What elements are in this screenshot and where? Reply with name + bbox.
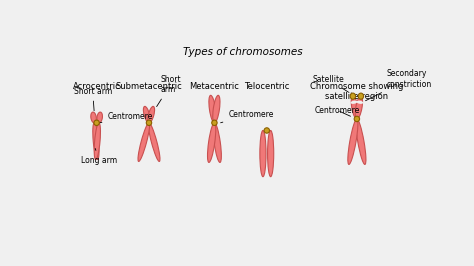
- Ellipse shape: [97, 112, 102, 123]
- Text: Submetacentric: Submetacentric: [116, 82, 182, 91]
- Text: Centromere: Centromere: [220, 110, 273, 123]
- Ellipse shape: [93, 123, 99, 160]
- Circle shape: [264, 128, 270, 133]
- Ellipse shape: [355, 96, 363, 119]
- Text: Acrocentric: Acrocentric: [73, 82, 120, 91]
- Ellipse shape: [209, 95, 216, 123]
- Text: Types of chromosomes: Types of chromosomes: [183, 47, 303, 57]
- Ellipse shape: [350, 93, 356, 99]
- Ellipse shape: [94, 123, 100, 160]
- Text: Centromere: Centromere: [100, 112, 153, 123]
- Ellipse shape: [356, 101, 363, 104]
- Ellipse shape: [138, 123, 150, 161]
- Ellipse shape: [351, 96, 358, 119]
- Ellipse shape: [350, 101, 357, 104]
- Ellipse shape: [208, 123, 216, 163]
- Ellipse shape: [148, 106, 155, 123]
- Ellipse shape: [213, 123, 221, 163]
- Text: Telocentric: Telocentric: [244, 82, 290, 91]
- Circle shape: [212, 120, 217, 126]
- Ellipse shape: [356, 119, 366, 164]
- Text: Metacentric: Metacentric: [190, 82, 239, 91]
- Circle shape: [94, 120, 100, 126]
- Circle shape: [354, 116, 360, 122]
- Circle shape: [146, 120, 152, 126]
- Ellipse shape: [144, 106, 150, 123]
- Text: Short
arm: Short arm: [156, 74, 181, 107]
- Text: Long arm: Long arm: [81, 148, 118, 165]
- Ellipse shape: [148, 123, 160, 161]
- Text: Satellite: Satellite: [312, 75, 348, 92]
- Text: Centromere: Centromere: [315, 106, 360, 116]
- Ellipse shape: [260, 131, 266, 177]
- Text: Secondary
constriction: Secondary constriction: [365, 69, 431, 101]
- Text: Short arm: Short arm: [73, 86, 112, 111]
- Text: Chromosome showing
satellite region: Chromosome showing satellite region: [310, 82, 403, 101]
- Ellipse shape: [91, 112, 96, 123]
- Ellipse shape: [213, 95, 220, 123]
- Ellipse shape: [348, 119, 358, 164]
- Ellipse shape: [358, 93, 364, 99]
- Ellipse shape: [267, 131, 273, 177]
